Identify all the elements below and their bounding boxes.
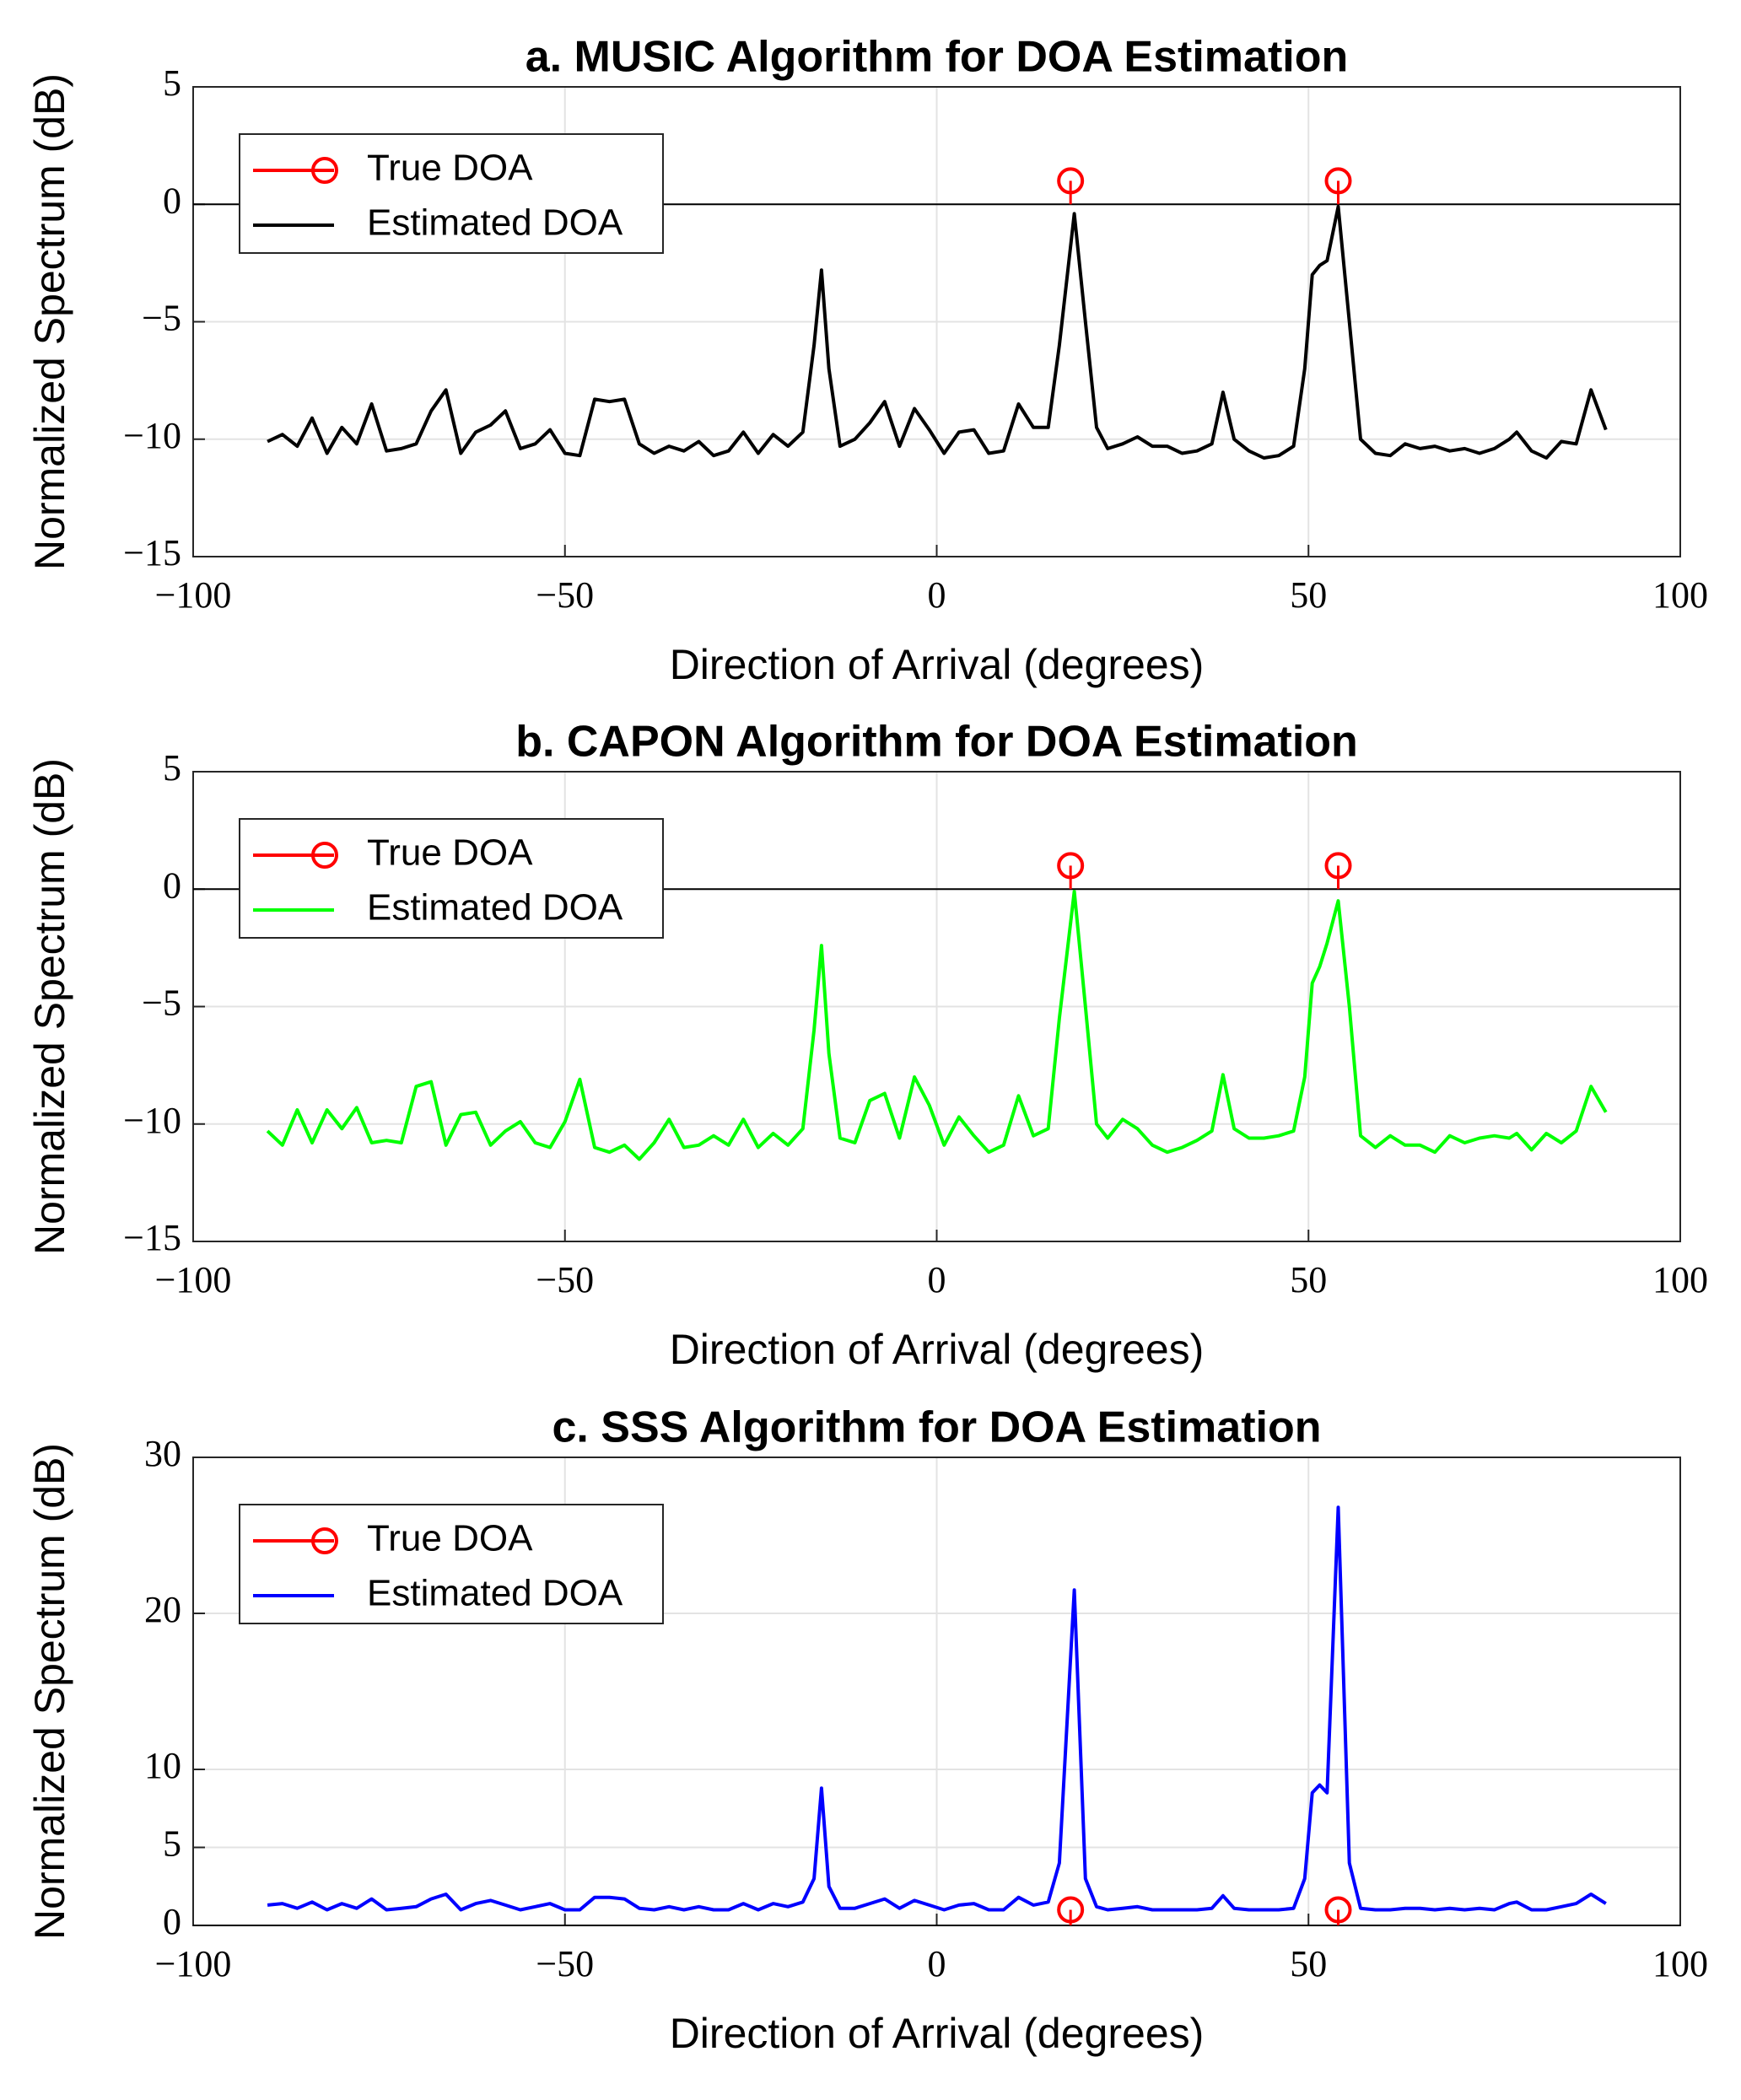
data-line [267, 1505, 1607, 1912]
y-tick-label: −15 [123, 1217, 181, 1258]
x-axis-label: Direction of Arrival (degrees) [670, 1326, 1205, 1373]
legend-box [239, 1504, 664, 1624]
x-tick-label: 50 [1290, 574, 1327, 616]
axes-box [192, 86, 1681, 557]
y-tick-label: 0 [163, 1901, 181, 1942]
y-axis-label: Normalized Spectrum (dB) [26, 1443, 73, 1940]
stem-marker [1324, 167, 1352, 195]
x-tick-label: −100 [155, 574, 232, 616]
x-tick-label: −100 [155, 1943, 232, 1984]
x-tick-label: 50 [1290, 1943, 1327, 1984]
y-tick-label: 20 [144, 1589, 181, 1630]
stem-marker [1057, 852, 1085, 880]
y-tick-label: 5 [163, 747, 181, 789]
x-axis-label: Direction of Arrival (degrees) [670, 641, 1205, 688]
x-tick-label: 0 [928, 1943, 946, 1984]
y-axis-label: Normalized Spectrum (dB) [26, 758, 73, 1255]
stem-marker [1057, 167, 1085, 195]
data-line [266, 890, 1608, 1161]
stem-marker [1324, 852, 1352, 880]
y-tick-label: 0 [163, 864, 181, 906]
y-tick-label: −10 [123, 1100, 181, 1141]
chart: −100 −50 0 50 100 0 5 10 20 30 True DOA Estimated D… [26, 1403, 1708, 2057]
legend-box [239, 133, 664, 254]
legend-label: Estimated DOA [367, 887, 623, 929]
legend-label: Estimated DOA [367, 1573, 623, 1614]
x-tick-label: −50 [536, 1943, 594, 1984]
x-axis-label: Direction of Arrival (degrees) [670, 2010, 1205, 2057]
x-tick-label: 100 [1652, 1943, 1708, 1984]
legend-marker [311, 157, 338, 184]
y-tick-label: 5 [163, 62, 181, 104]
x-tick-label: 50 [1290, 1259, 1327, 1300]
y-tick-label: 5 [163, 1823, 181, 1865]
x-tick-label: 0 [928, 574, 946, 616]
y-tick-label: −15 [123, 532, 181, 573]
y-tick-label: 10 [144, 1745, 181, 1786]
legend-marker [311, 842, 338, 869]
y-tick-label: 30 [144, 1433, 181, 1474]
x-tick-label: 0 [928, 1259, 946, 1300]
legend-label: True DOA [367, 832, 533, 874]
legend-label: Estimated DOA [367, 202, 623, 244]
stem-marker [1057, 1896, 1085, 1924]
y-tick-label: −5 [142, 298, 181, 339]
y-axis-label: Normalized Spectrum (dB) [26, 73, 73, 570]
x-tick-label: 100 [1652, 1259, 1708, 1300]
legend-marker [311, 1527, 338, 1554]
chart-title: c. SSS Algorithm for DOA Estimation [552, 1403, 1321, 1452]
y-tick-label: −5 [142, 983, 181, 1024]
y-tick-label: −10 [123, 415, 181, 456]
axes-box [192, 771, 1681, 1242]
x-tick-label: −50 [536, 574, 594, 616]
chart-title: a. MUSIC Algorithm for DOA Estimation [526, 33, 1349, 82]
chart-title: b. CAPON Algorithm for DOA Estimation [515, 718, 1358, 767]
stem-marker [1324, 1896, 1352, 1924]
data-line [267, 205, 1608, 460]
y-tick-label: 0 [163, 180, 181, 221]
legend-label: True DOA [367, 1518, 533, 1559]
legend-box [239, 818, 664, 939]
legend-label: True DOA [367, 148, 533, 189]
x-tick-label: 100 [1652, 574, 1708, 616]
x-tick-label: −50 [536, 1259, 594, 1300]
x-tick-label: −100 [155, 1259, 232, 1300]
